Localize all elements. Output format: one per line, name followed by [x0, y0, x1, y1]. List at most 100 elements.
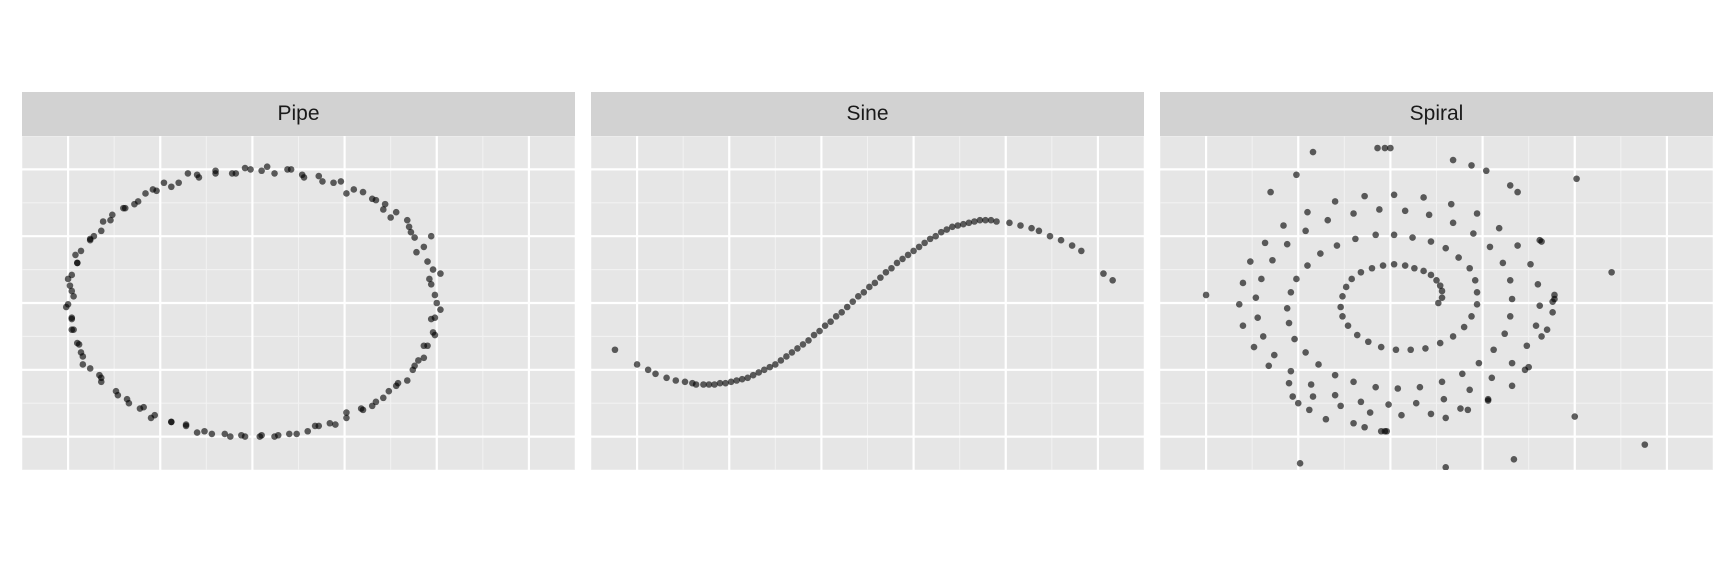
data-point: [1473, 210, 1481, 217]
data-point: [1109, 276, 1116, 284]
data-point: [1035, 227, 1043, 235]
data-point: [1440, 395, 1448, 403]
data-point: [256, 433, 264, 440]
data-point: [372, 398, 380, 406]
data-point: [1331, 371, 1339, 379]
data-point: [700, 381, 707, 388]
data-point: [1506, 276, 1514, 284]
data-point: [799, 341, 807, 348]
data-point: [74, 259, 81, 267]
data-point: [304, 427, 312, 435]
data-point: [64, 275, 72, 283]
data-point: [1473, 301, 1481, 308]
data-point: [1100, 270, 1107, 277]
data-point: [1302, 349, 1309, 356]
data-point: [107, 216, 114, 224]
data-point: [68, 326, 76, 334]
data-point: [403, 216, 411, 224]
data-point: [1296, 460, 1304, 467]
data-point: [843, 303, 851, 311]
data-point: [1057, 236, 1065, 244]
data-point: [357, 405, 365, 412]
data-point: [241, 164, 249, 172]
data-point: [1521, 366, 1529, 374]
data-point: [948, 223, 956, 231]
data-point: [1383, 427, 1391, 435]
data-point: [1390, 260, 1398, 268]
data-point: [633, 361, 641, 368]
data-point: [1510, 456, 1518, 463]
data-point: [1239, 279, 1247, 287]
data-point: [1270, 351, 1278, 359]
data-point: [1488, 374, 1496, 382]
data-point: [692, 381, 700, 388]
data-point: [1436, 339, 1444, 347]
data-point: [77, 247, 85, 255]
data-point: [68, 314, 76, 321]
data-point: [168, 418, 175, 426]
data-point: [871, 279, 879, 287]
data-point: [407, 228, 415, 236]
data-point: [982, 216, 989, 224]
data-point: [1254, 314, 1261, 321]
data-point: [413, 248, 420, 256]
data-point: [70, 293, 77, 300]
data-point: [1490, 346, 1497, 354]
data-point: [1309, 148, 1317, 156]
data-point: [915, 243, 923, 251]
facet-pipe: Pipe: [22, 92, 575, 470]
data-point: [394, 379, 402, 387]
data-point: [1283, 305, 1291, 312]
data-point: [1285, 319, 1293, 327]
data-point: [849, 298, 857, 305]
data-point: [284, 166, 291, 173]
data-point: [1293, 171, 1300, 179]
data-point: [816, 327, 823, 335]
data-point: [1420, 194, 1427, 201]
data-point: [1390, 191, 1398, 199]
data-point: [921, 239, 928, 247]
data-point: [738, 375, 746, 383]
data-point: [175, 179, 182, 187]
data-point: [971, 218, 978, 225]
data-point: [201, 427, 208, 435]
data-point: [1532, 322, 1540, 330]
data-point: [1247, 258, 1254, 265]
data-point: [1306, 406, 1313, 414]
data-point: [379, 394, 387, 402]
data-point: [193, 171, 201, 179]
data-point: [788, 349, 796, 356]
data-point: [330, 179, 337, 187]
data-point: [1339, 293, 1346, 300]
data-point: [263, 163, 271, 171]
data-point: [1449, 219, 1457, 227]
data-point: [403, 377, 411, 384]
data-point: [232, 170, 240, 177]
data-point: [337, 178, 345, 185]
data-point: [112, 387, 120, 395]
data-point: [1017, 222, 1024, 229]
data-point: [411, 234, 418, 241]
data-point: [208, 430, 216, 438]
data-point: [142, 190, 149, 197]
data-point: [160, 179, 168, 187]
data-point: [1549, 309, 1556, 316]
data-point: [711, 381, 718, 388]
data-point: [1411, 264, 1418, 272]
data-point: [66, 282, 74, 289]
data-point: [1449, 333, 1457, 340]
data-point: [1416, 383, 1424, 391]
data-point: [1571, 413, 1579, 420]
data-point: [1422, 345, 1429, 352]
data-point: [350, 186, 358, 193]
data-point: [893, 259, 901, 267]
data-point: [1285, 379, 1293, 387]
data-point: [1337, 303, 1344, 311]
data-point: [652, 370, 659, 378]
data-point: [1514, 188, 1521, 196]
data-point: [238, 431, 245, 439]
data-point: [910, 247, 917, 255]
data-point: [1438, 287, 1446, 295]
data-point: [1357, 398, 1365, 406]
data-point: [1252, 294, 1260, 301]
